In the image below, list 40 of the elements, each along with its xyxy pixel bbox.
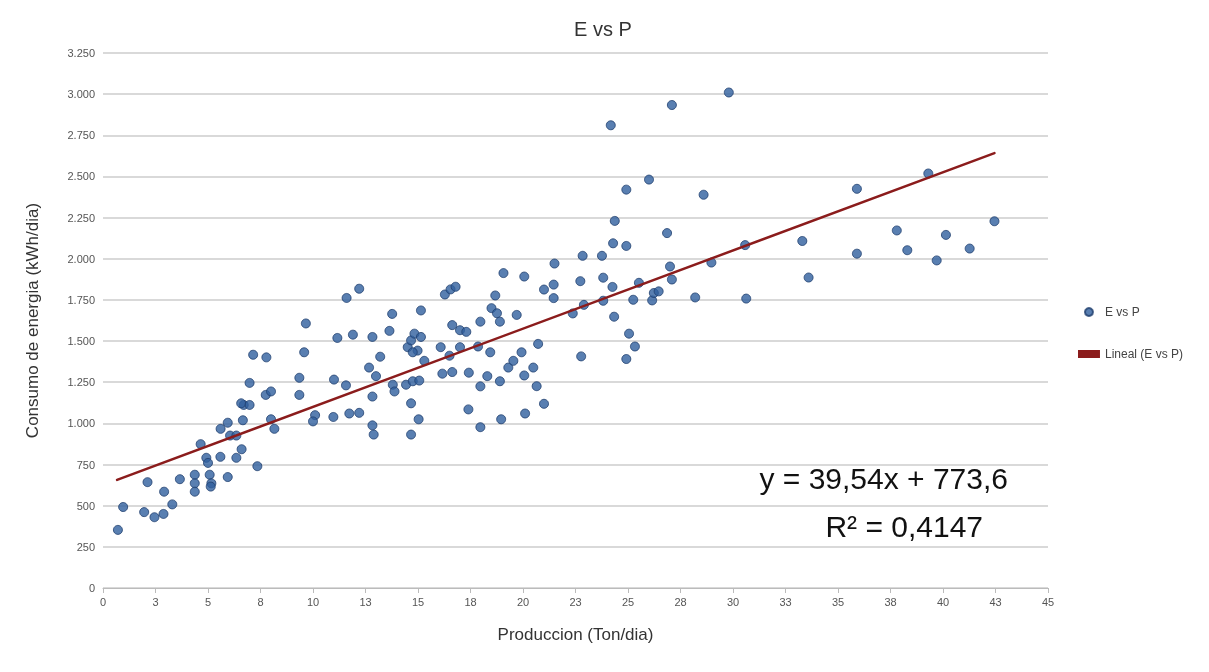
x-tick-label: 28 [674,595,687,608]
x-tick-label: 10 [306,595,320,608]
y-axis-title: Consumo de energia (kWh/dia) [23,202,42,439]
x-tick-label: 35 [831,595,845,608]
y-tick-label: 750 [76,458,95,471]
y-tick-label: 500 [76,499,95,512]
x-tick-label: 8 [257,595,264,608]
y-tick-label: 2.750 [67,129,95,142]
x-tick-label: 3 [152,595,159,608]
x-tick-label: 13 [359,595,372,608]
legend-label: E vs P [1104,305,1140,319]
x-tick-label: 25 [621,595,635,608]
y-tick-label: 250 [76,540,95,553]
y-tick-label: 1.500 [67,335,95,348]
x-tick-label: 38 [884,595,897,608]
x-tick-label: 20 [516,595,530,608]
y-tick-label: 2.000 [67,252,95,265]
x-tick-label: 30 [726,595,740,608]
x-tick-label: 43 [989,595,1002,608]
legend-label: Lineal (E vs P) [1104,347,1183,361]
y-tick-label: 3.000 [67,88,95,101]
y-tick-label: 3.250 [67,47,95,59]
annotation: y = 39,54x + 773,6 [759,461,1009,495]
y-tick-label: 1.000 [67,417,95,430]
y-tick-label: 0 [88,582,95,594]
x-tick-label: 15 [411,595,425,608]
y-tick-label: 1.750 [67,293,95,306]
chart-title: E vs P [574,18,632,40]
annotation: R² = 0,4147 [825,509,984,543]
x-axis-title: Produccion (Ton/dia) [497,625,654,644]
y-tick-label: 2.250 [67,211,95,224]
x-tick-label: 18 [464,595,477,608]
x-tick-label: 5 [204,595,212,608]
x-tick-label: 40 [936,595,950,608]
x-tick-label: 45 [1041,595,1055,608]
x-tick-label: 0 [99,595,107,608]
x-tick-label: 23 [569,595,582,608]
x-tick-label: 33 [779,595,792,608]
y-tick-label: 1.250 [67,376,95,389]
y-tick-label: 2.500 [67,170,95,183]
